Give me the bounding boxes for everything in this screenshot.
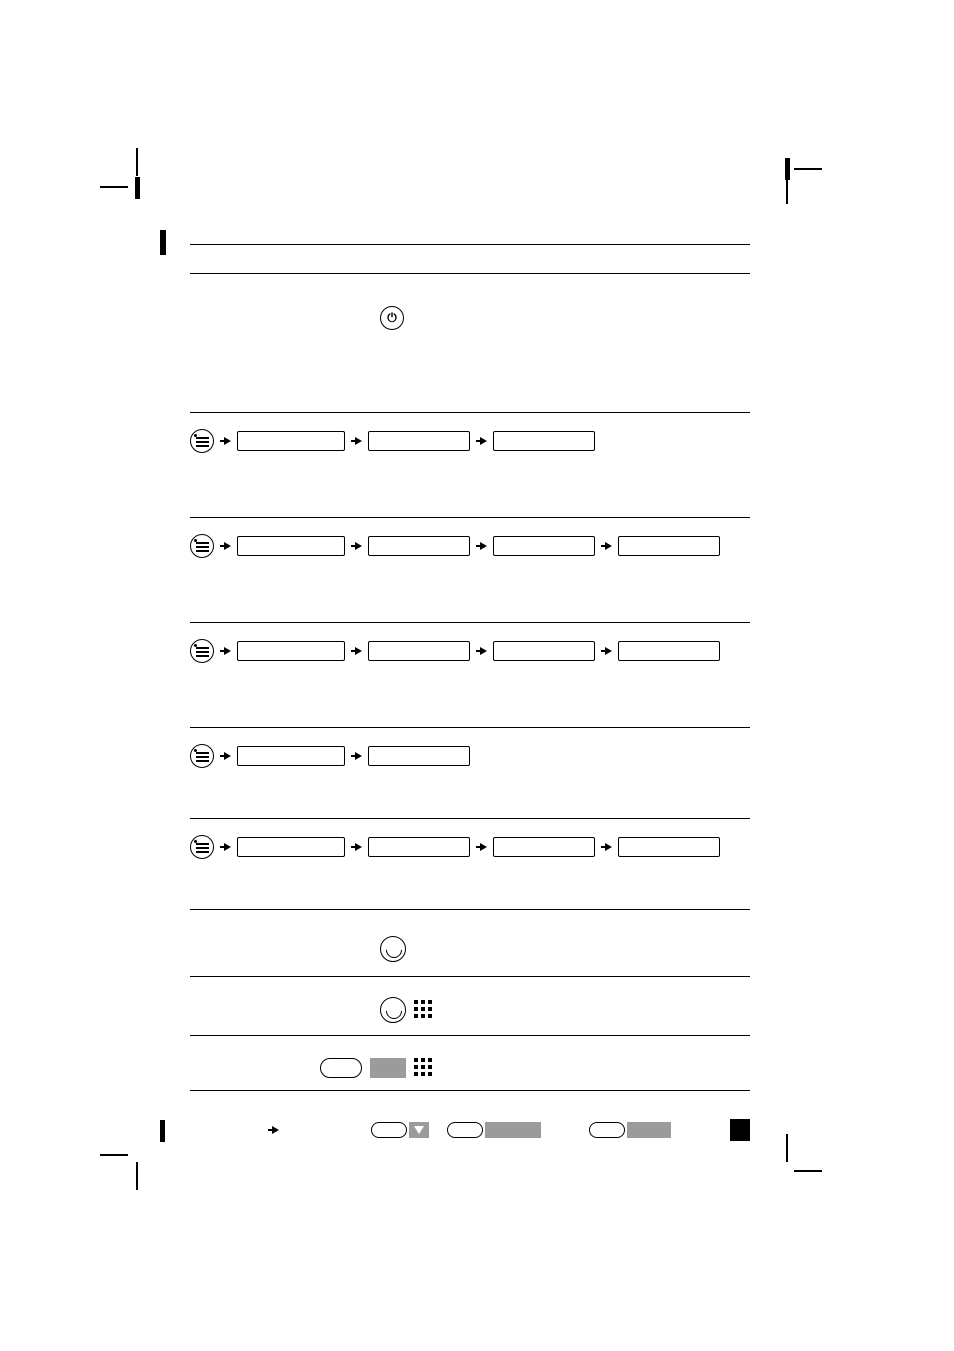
keypad-icon[interactable] bbox=[414, 1058, 432, 1078]
flow-row bbox=[190, 639, 750, 663]
arrow-icon bbox=[220, 843, 231, 851]
grey-block bbox=[627, 1122, 671, 1138]
arrow-icon bbox=[351, 437, 362, 445]
sidebar-marker bbox=[160, 230, 166, 255]
flow-box[interactable] bbox=[493, 641, 595, 661]
rule-top-1 bbox=[190, 244, 750, 245]
pill-row bbox=[320, 1058, 750, 1078]
arrow-icon bbox=[601, 542, 612, 550]
arrow-icon bbox=[476, 542, 487, 550]
phone-icon[interactable] bbox=[380, 936, 406, 962]
footer-row bbox=[268, 1119, 750, 1141]
keypad-icon[interactable] bbox=[414, 1000, 432, 1020]
icon-row bbox=[380, 997, 750, 1023]
pill-button[interactable] bbox=[320, 1058, 362, 1078]
pill-button[interactable] bbox=[589, 1122, 625, 1138]
arrow-icon bbox=[220, 542, 231, 550]
rule-top-2 bbox=[190, 273, 750, 274]
arrow-icon bbox=[351, 752, 362, 760]
arrow-icon bbox=[351, 542, 362, 550]
flow-box[interactable] bbox=[368, 641, 470, 661]
phone-icon[interactable] bbox=[380, 997, 406, 1023]
crop-mark-tr-h bbox=[794, 168, 822, 170]
arrow-icon bbox=[476, 647, 487, 655]
section-flow-4a bbox=[190, 517, 750, 622]
flow-box[interactable] bbox=[493, 837, 595, 857]
black-square bbox=[730, 1119, 750, 1141]
arrow-icon bbox=[220, 752, 231, 760]
arrow-icon bbox=[268, 1126, 279, 1134]
flow-box[interactable] bbox=[237, 746, 345, 766]
section-flow-4c bbox=[190, 818, 750, 909]
grey-block bbox=[370, 1058, 406, 1078]
crop-mark-tr-v bbox=[786, 176, 788, 204]
crop-mark-br-v bbox=[786, 1134, 788, 1162]
menu-icon[interactable] bbox=[190, 639, 214, 663]
menu-icon[interactable] bbox=[190, 534, 214, 558]
arrow-icon bbox=[220, 647, 231, 655]
pill-block-group[interactable] bbox=[447, 1122, 541, 1138]
flow-box[interactable] bbox=[237, 641, 345, 661]
menu-icon[interactable] bbox=[190, 744, 214, 768]
menu-icon[interactable] bbox=[190, 835, 214, 859]
pill-block-group[interactable] bbox=[589, 1122, 671, 1138]
crop-mark-bl-v bbox=[136, 1162, 138, 1190]
crop-mark-bl-h bbox=[100, 1154, 128, 1156]
arrow-icon bbox=[220, 437, 231, 445]
flow-row bbox=[190, 429, 750, 453]
section-phone bbox=[190, 909, 750, 976]
icon-row bbox=[380, 936, 750, 962]
arrow-icon bbox=[476, 437, 487, 445]
flow-box[interactable] bbox=[237, 837, 345, 857]
crop-bar-tl bbox=[135, 177, 140, 199]
section-phone-keypad bbox=[190, 976, 750, 1035]
crop-mark-tl-v bbox=[136, 148, 138, 176]
section-footer bbox=[190, 1090, 750, 1141]
arrow-icon bbox=[351, 647, 362, 655]
flow-box[interactable] bbox=[618, 641, 720, 661]
flow-box[interactable] bbox=[368, 746, 470, 766]
crop-bar-tr bbox=[785, 158, 790, 180]
grey-block bbox=[485, 1122, 541, 1138]
pill-button[interactable] bbox=[447, 1122, 483, 1138]
page-content: ⏻ bbox=[190, 230, 750, 1141]
flow-row bbox=[190, 534, 750, 558]
section-flow-3a bbox=[190, 412, 750, 517]
flow-row bbox=[190, 744, 750, 768]
menu-icon[interactable] bbox=[190, 429, 214, 453]
flow-box[interactable] bbox=[368, 837, 470, 857]
flow-box[interactable] bbox=[368, 536, 470, 556]
arrow-icon bbox=[476, 843, 487, 851]
section-flow-4b bbox=[190, 622, 750, 727]
flow-box[interactable] bbox=[237, 431, 345, 451]
crop-mark-tl-h bbox=[100, 186, 128, 188]
flow-box[interactable] bbox=[618, 837, 720, 857]
section-pill-keypad bbox=[190, 1035, 750, 1090]
power-glyph: ⏻ bbox=[387, 311, 397, 326]
pill-triangle-group[interactable] bbox=[371, 1122, 429, 1138]
crop-bar-bl bbox=[160, 1120, 165, 1142]
power-icon-wrap: ⏻ bbox=[380, 306, 404, 335]
power-icon: ⏻ bbox=[380, 306, 404, 330]
flow-box[interactable] bbox=[493, 431, 595, 451]
section-flow-2 bbox=[190, 727, 750, 818]
flow-row bbox=[190, 835, 750, 859]
flow-box[interactable] bbox=[237, 536, 345, 556]
pill-button[interactable] bbox=[371, 1122, 407, 1138]
arrow-icon bbox=[601, 647, 612, 655]
flow-box[interactable] bbox=[368, 431, 470, 451]
down-triangle-icon bbox=[414, 1126, 424, 1134]
section-intro: ⏻ bbox=[190, 302, 750, 412]
arrow-icon bbox=[351, 843, 362, 851]
grey-block bbox=[409, 1122, 429, 1138]
crop-mark-br-h bbox=[794, 1170, 822, 1172]
arrow-icon bbox=[601, 843, 612, 851]
flow-box[interactable] bbox=[618, 536, 720, 556]
flow-box[interactable] bbox=[493, 536, 595, 556]
